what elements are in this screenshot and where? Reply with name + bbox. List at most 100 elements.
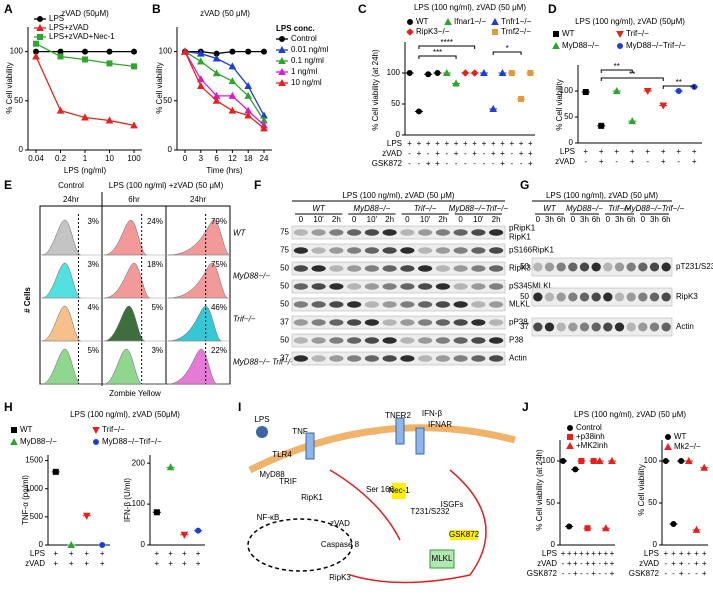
marker <box>57 53 64 60</box>
marker <box>492 29 498 35</box>
marker <box>244 111 253 119</box>
blot-band <box>568 262 578 272</box>
blot-band <box>471 247 486 254</box>
blot-band <box>544 262 555 272</box>
significance: * <box>506 44 509 53</box>
row-sign: + <box>610 559 615 568</box>
panel-letter: F <box>254 178 261 192</box>
diagram-label: GSK872 <box>449 530 480 539</box>
marker <box>617 43 623 49</box>
time-label: 0 <box>606 215 611 224</box>
diagram-label: zVAD <box>330 519 350 528</box>
row-sign: + <box>491 149 496 158</box>
marker <box>131 48 137 55</box>
x-tick-label: 18 <box>244 154 253 163</box>
blot-band <box>364 265 379 272</box>
row-sign: - <box>580 569 583 578</box>
row-sign: + <box>519 149 524 158</box>
arrow <box>329 469 401 541</box>
marker <box>93 439 99 445</box>
marker <box>498 68 507 76</box>
panel-letter: D <box>548 2 557 16</box>
marker <box>196 57 205 65</box>
y-tick-label: 50 <box>391 99 400 108</box>
row-sign: + <box>702 559 707 568</box>
row-sign: - <box>646 157 649 166</box>
mw-marker: 50 <box>520 262 529 271</box>
y-tick-label: 100 <box>542 456 556 465</box>
marker <box>675 88 682 94</box>
legend-label: Trnf2−/− <box>501 27 531 36</box>
diagram-label: MyD88 <box>259 470 285 479</box>
y-axis-label: % Cell viability <box>555 79 564 131</box>
blot-band <box>471 301 486 308</box>
blot-title: LPS (100 ng/ml), zVAD (50 μM) <box>546 191 658 200</box>
blot-band <box>649 292 660 302</box>
blot-band <box>400 355 415 362</box>
diagram-label: Ser 166 <box>366 485 395 494</box>
row-sign: + <box>676 147 681 156</box>
row-sign: - <box>584 157 587 166</box>
blot-band <box>614 292 625 302</box>
row-sign: + <box>694 549 699 558</box>
blot-band <box>311 247 326 254</box>
blot-band <box>329 301 344 308</box>
row-sign: + <box>579 549 584 558</box>
marker <box>228 106 237 114</box>
marker <box>643 88 652 96</box>
blot-band <box>329 229 344 236</box>
x-tick-label: 0.04 <box>28 154 44 163</box>
percent-label: 46% <box>211 303 227 312</box>
blot-band <box>638 322 648 332</box>
y-tick-label: 0 <box>168 145 173 154</box>
blot-band <box>591 322 601 332</box>
row-sign: + <box>444 139 449 148</box>
row-sign: + <box>426 159 431 168</box>
time-label: 0 <box>536 215 541 224</box>
time-label: 10' <box>420 215 431 224</box>
blot-band <box>533 292 543 302</box>
blot-band <box>435 337 450 344</box>
significance: ** <box>614 62 620 71</box>
row-label: zVAD <box>382 149 402 158</box>
row-sign: - <box>598 569 601 578</box>
blot-band <box>626 322 636 332</box>
blot-band <box>661 322 671 332</box>
marker <box>278 56 286 64</box>
row-sign: - <box>695 569 698 578</box>
row-label: GSK872 <box>372 159 403 168</box>
marker <box>566 441 574 449</box>
legend-label: +MK2inh <box>576 441 608 450</box>
y-axis-label: # Cells <box>23 287 32 313</box>
row-sign: + <box>591 569 596 578</box>
blot-band <box>489 337 504 344</box>
diagram-label: Nec-1 <box>388 486 410 495</box>
blot-band <box>311 229 326 236</box>
row-sign: + <box>454 149 459 158</box>
blot-band <box>418 301 433 308</box>
row-sign: + <box>69 549 74 558</box>
blot-band <box>293 355 308 362</box>
row-sign: - <box>604 569 607 578</box>
y-tick-label: 50 <box>564 112 573 121</box>
row-sign: + <box>610 549 615 558</box>
marker <box>245 48 252 55</box>
time-label: 0 <box>299 215 304 224</box>
marker <box>261 48 267 55</box>
row-sign: + <box>426 139 431 148</box>
blot-band <box>471 337 486 344</box>
group-label: MyD88−/− <box>353 204 390 213</box>
y-axis-label: % Cell viability (at 24h) <box>535 449 544 531</box>
blot-band <box>603 262 613 272</box>
legend-label: LPS+zVAD+Nec-1 <box>49 32 115 41</box>
histogram <box>103 348 143 385</box>
row-sign: + <box>519 139 524 148</box>
blot-band <box>418 265 433 272</box>
time-label: 3h <box>615 215 624 224</box>
marker <box>566 523 573 530</box>
row-sign: + <box>500 149 505 158</box>
blot-band <box>614 262 625 272</box>
marker <box>212 69 221 77</box>
row-sign: + <box>196 559 201 568</box>
row-sign: + <box>417 149 422 158</box>
